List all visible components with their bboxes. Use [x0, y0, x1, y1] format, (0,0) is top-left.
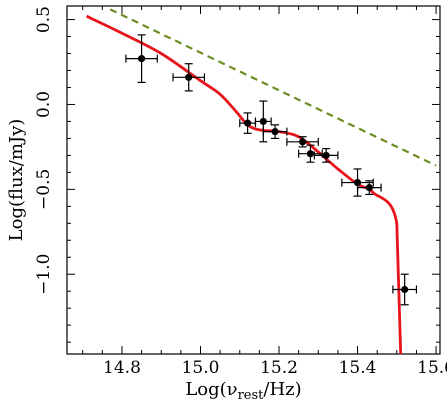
data-marker — [353, 178, 362, 187]
data-marker — [401, 285, 409, 294]
x-tick-label: 15.2 — [260, 358, 298, 378]
data-point — [262, 124, 288, 140]
data-point — [286, 136, 319, 148]
data-marker — [365, 184, 373, 192]
y-tick-label: 0.5 — [34, 6, 54, 33]
x-tick-label: 14.8 — [103, 358, 141, 378]
data-marker — [298, 138, 307, 146]
x-tick-label: 15.4 — [339, 358, 377, 378]
data-marker — [138, 55, 146, 63]
data-point — [356, 180, 382, 196]
data-point — [239, 112, 257, 134]
data-marker — [185, 73, 193, 81]
y-tick-label: −0.5 — [34, 169, 54, 210]
data-marker — [259, 117, 267, 126]
y-axis-title: Log(flux/mJy) — [6, 119, 27, 242]
model-curve-path — [85, 14, 403, 354]
y-tick-label: 0.0 — [34, 91, 54, 118]
data-point — [313, 147, 339, 163]
axis-ticks — [67, 6, 440, 354]
data-point — [392, 273, 418, 306]
data-points — [125, 34, 418, 306]
dashed-line — [109, 8, 437, 167]
data-marker — [244, 119, 252, 127]
data-point — [341, 168, 374, 197]
x-axis-title-tail: /Hz) — [263, 379, 301, 400]
x-axis-title: Log(νrest/Hz) — [185, 379, 301, 403]
axis-tick-labels: 14.8 15.0 15.2 15.4 15.6 0.5 0.0 −0.5 −1.0 — [34, 6, 447, 378]
y-tick-label: −1.0 — [34, 254, 54, 295]
x-tick-label: 15.0 — [182, 358, 220, 378]
x-axis-title-main: Log(ν — [185, 379, 237, 400]
data-marker — [306, 150, 315, 158]
data-point — [125, 34, 158, 83]
x-axis-title-subscript: rest — [238, 388, 265, 403]
plot-frame — [66, 5, 441, 355]
data-point — [298, 144, 323, 163]
x-tick-label: 15.6 — [417, 358, 447, 378]
data-marker — [271, 128, 279, 136]
data-point — [254, 100, 272, 143]
data-point — [172, 63, 206, 92]
dashed-reference-line — [109, 8, 437, 167]
model-curve — [85, 14, 403, 354]
data-marker — [322, 151, 330, 159]
